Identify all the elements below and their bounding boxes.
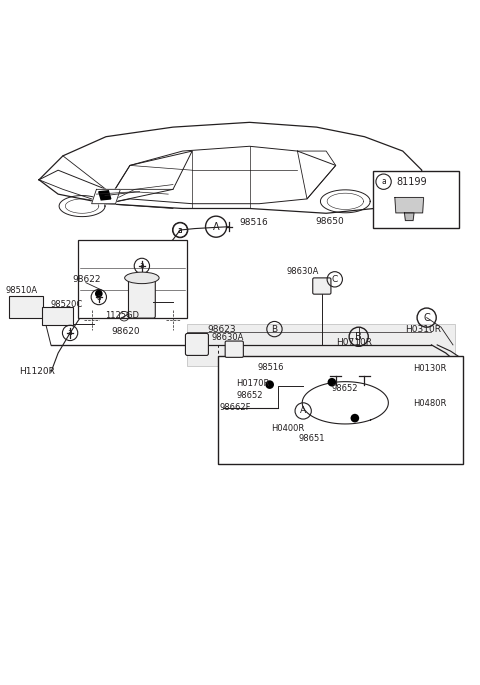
Text: 98651: 98651 [299, 434, 325, 443]
Text: H1120R: H1120R [19, 366, 55, 375]
Text: 98510A: 98510A [5, 286, 37, 295]
FancyBboxPatch shape [373, 171, 459, 227]
Text: B: B [271, 325, 277, 334]
Text: 98516: 98516 [258, 363, 284, 373]
FancyBboxPatch shape [313, 278, 331, 294]
Polygon shape [405, 213, 414, 221]
FancyBboxPatch shape [218, 356, 463, 464]
Text: 98652: 98652 [236, 390, 263, 399]
Text: 98520C: 98520C [51, 300, 83, 309]
Circle shape [95, 290, 103, 297]
Text: H0710R: H0710R [336, 338, 372, 347]
Text: B: B [355, 332, 362, 342]
Text: a: a [140, 262, 144, 271]
FancyBboxPatch shape [185, 334, 208, 356]
Text: 98652: 98652 [332, 384, 359, 393]
Polygon shape [92, 189, 120, 203]
Text: 1125GD: 1125GD [105, 311, 139, 320]
Text: 98516: 98516 [239, 219, 268, 227]
Text: H0480R: H0480R [413, 399, 446, 408]
Text: 98630A: 98630A [211, 333, 244, 342]
Text: 98620: 98620 [112, 327, 141, 336]
Text: a: a [178, 225, 182, 234]
Text: C: C [423, 312, 430, 323]
Text: H0170R: H0170R [236, 379, 270, 388]
Circle shape [350, 414, 359, 423]
Text: A: A [300, 406, 306, 415]
Text: a: a [68, 328, 72, 338]
Circle shape [327, 378, 336, 386]
FancyBboxPatch shape [187, 324, 456, 366]
Text: 98630A: 98630A [287, 267, 319, 276]
Circle shape [265, 380, 274, 389]
Text: 98650: 98650 [316, 217, 344, 226]
Text: H0130R: H0130R [413, 364, 446, 373]
Text: H0310R: H0310R [405, 325, 441, 334]
Text: C: C [332, 275, 338, 284]
Text: 98623: 98623 [207, 325, 236, 334]
Text: a: a [96, 292, 101, 301]
Text: a: a [178, 225, 182, 234]
FancyBboxPatch shape [78, 240, 187, 318]
FancyBboxPatch shape [9, 296, 43, 318]
Text: a: a [381, 177, 386, 186]
FancyBboxPatch shape [129, 279, 156, 318]
FancyBboxPatch shape [42, 307, 73, 325]
Polygon shape [395, 197, 423, 213]
Ellipse shape [125, 272, 159, 284]
FancyBboxPatch shape [225, 341, 243, 358]
Text: H0400R: H0400R [271, 424, 304, 433]
Text: 81199: 81199 [396, 177, 427, 187]
Text: A: A [213, 222, 219, 232]
Text: 98622: 98622 [72, 275, 101, 284]
Text: 98662F: 98662F [220, 403, 252, 412]
Polygon shape [99, 191, 111, 200]
